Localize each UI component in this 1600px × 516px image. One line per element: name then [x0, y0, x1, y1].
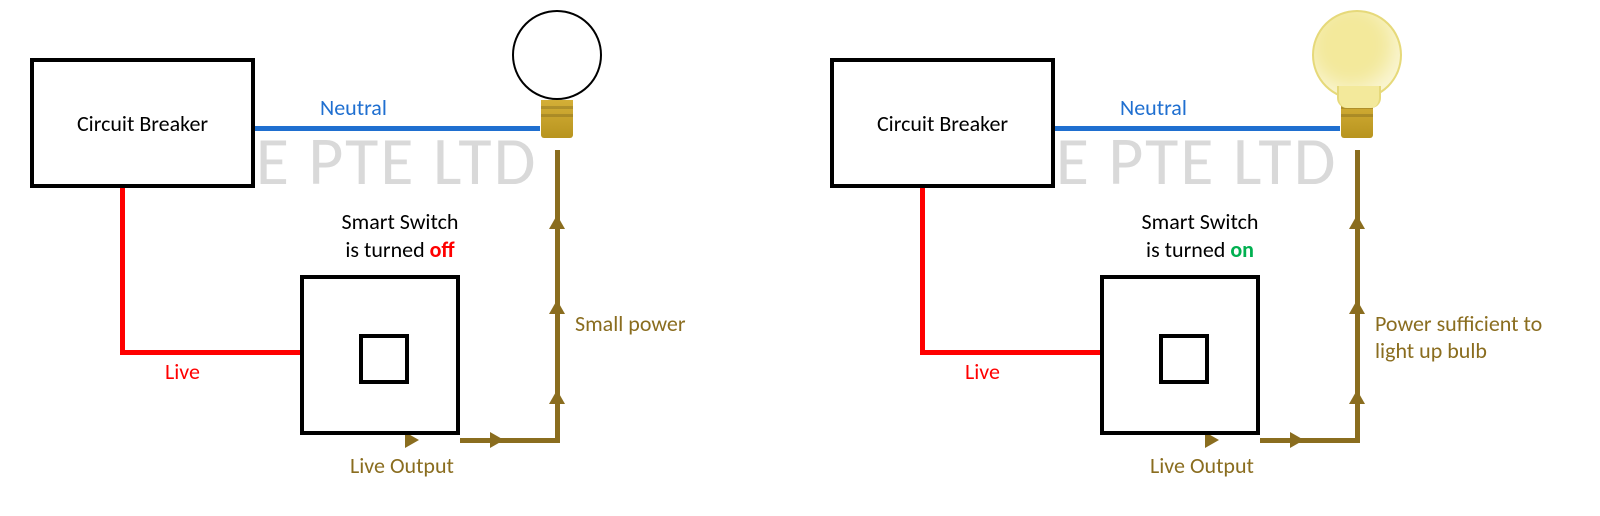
smart-switch-box: [1100, 275, 1260, 435]
smart-switch-box: [300, 275, 460, 435]
neutral-label: Neutral: [320, 94, 387, 121]
smart-switch-caption-line1: Smart Switch: [300, 208, 500, 236]
diagram-off: KOBLE PTE LTDCircuit BreakerNeutralLiveL…: [0, 0, 800, 516]
circuit-breaker-box: Circuit Breaker: [30, 58, 255, 188]
flow-arrow-up: [549, 215, 565, 229]
smart-switch-caption-line2: is turned off: [300, 236, 500, 264]
smart-switch-caption-line2: is turned on: [1100, 236, 1300, 264]
live-output-label: Live Output: [350, 452, 454, 479]
flow-arrow-up: [1349, 390, 1365, 404]
smart-switch-state: off: [430, 236, 455, 263]
live-label: Live: [165, 358, 200, 385]
live-wire-horizontal: [120, 350, 300, 355]
circuit-breaker-label: Circuit Breaker: [77, 110, 208, 137]
circuit-breaker-box: Circuit Breaker: [830, 58, 1055, 188]
live-output-wire-horizontal: [1260, 438, 1360, 443]
flow-arrow-up: [1349, 300, 1365, 314]
power-label: Power sufficient to light up bulb: [1375, 310, 1542, 364]
live-wire-horizontal: [920, 350, 1100, 355]
live-output-label: Live Output: [1150, 452, 1254, 479]
smart-switch-state: on: [1230, 236, 1254, 263]
neutral-wire: [1055, 126, 1340, 131]
flow-arrow-up: [549, 300, 565, 314]
diagram-on: KOBLE PTE LTDCircuit BreakerNeutralLiveL…: [800, 0, 1600, 516]
flow-arrow-right: [1290, 432, 1304, 448]
circuit-breaker-label: Circuit Breaker: [877, 110, 1008, 137]
smart-switch-caption: Smart Switchis turned on: [1100, 208, 1300, 263]
live-wire-vertical: [120, 188, 125, 355]
power-label: Small power: [575, 310, 686, 337]
smart-switch-button: [1159, 334, 1209, 384]
live-output-wire-horizontal: [460, 438, 560, 443]
neutral-label: Neutral: [1120, 94, 1187, 121]
flow-arrow-up: [1349, 215, 1365, 229]
bulb-socket: [541, 100, 573, 138]
bulb-neck: [1337, 86, 1381, 108]
flow-arrow-right: [490, 432, 504, 448]
neutral-wire: [255, 126, 540, 131]
live-wire-vertical: [920, 188, 925, 355]
flow-arrow-up: [549, 390, 565, 404]
smart-switch-caption-line1: Smart Switch: [1100, 208, 1300, 236]
smart-switch-caption: Smart Switchis turned off: [300, 208, 500, 263]
bulb-off-icon: [512, 10, 602, 100]
smart-switch-button: [359, 334, 409, 384]
live-label: Live: [965, 358, 1000, 385]
